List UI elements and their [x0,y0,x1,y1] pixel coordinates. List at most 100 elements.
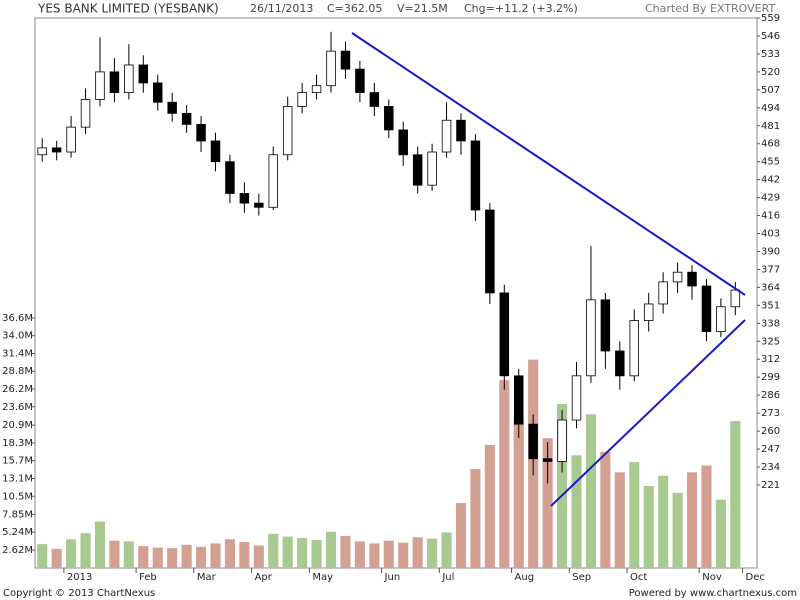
y-tick-label: 364 [761,282,780,293]
volume-tick-label: 18.3M [2,438,33,449]
candle-body [687,271,697,287]
volume-bar [138,546,149,568]
candle-body [557,419,567,462]
x-tick-label: Nov [702,572,722,583]
candle-body [138,64,149,84]
y-tick-label: 403 [761,229,780,240]
y-tick-label: 455 [761,157,780,168]
candle-body [701,285,712,333]
volume-bar [369,543,380,568]
credit: Charted By EXTROVERT [645,2,775,15]
candle-body [196,123,206,142]
y-tick-label: 481 [761,121,780,132]
y-tick-label: 494 [761,103,780,114]
candle-body [268,154,278,208]
candle-body [716,306,726,333]
volume-bar [686,472,698,568]
y-tick-label: 325 [761,336,780,347]
y-tick-label: 416 [761,211,780,222]
volume-bar [152,547,163,568]
candle-body [153,82,163,103]
volume-tick-label: 26.2M [2,384,33,395]
volume-bar [412,537,423,568]
candle-body [730,289,741,308]
volume-bar [383,540,394,568]
volume-bar [253,545,264,568]
volume: V=21.5M [397,2,448,15]
volume-bar [109,540,120,568]
candle-body [514,375,524,425]
x-tick-label: Aug [515,572,535,583]
volume-bar [325,531,337,568]
candle-body [340,50,351,70]
volume-bar [513,417,524,568]
volume-bar [701,465,712,568]
candle-body [499,292,510,377]
candle-body [239,193,250,204]
volume-bar [614,472,625,568]
y-tick-label: 273 [761,408,780,419]
y-tick-label: 221 [761,480,780,491]
candle-body [528,423,538,460]
candle-body [326,50,336,87]
y-tick-label: 260 [761,426,780,437]
x-tick-label: Jul [441,572,454,583]
candle-body [282,106,293,156]
candle-body [398,129,408,156]
candle-body [369,92,380,107]
change: Chg=+11.2 (+3.2%) [464,2,578,15]
candle-body [412,154,423,186]
y-tick-label: 286 [761,390,780,401]
candle-body [441,119,452,153]
volume-tick-label: 7.85M [2,509,33,520]
candle-body [124,64,134,94]
volume-tick-label: 20.9M [2,420,33,431]
candle-body [51,147,62,153]
volume-bar [715,499,726,568]
candle-body [297,92,307,107]
candle-body [485,209,495,294]
y-tick-label: 299 [761,372,780,383]
x-tick-label: Jun [384,572,401,583]
volume-bar [311,539,322,568]
candle-body [542,458,553,462]
y-tick-label: 507 [761,85,780,96]
volume-bar [354,541,365,568]
x-tick-label: Apr [255,572,273,583]
close: C=362.05 [327,2,382,15]
candle-body [384,106,394,131]
volume-bar [600,451,611,568]
volume-bar [499,380,510,568]
candle-body [586,299,596,377]
candle-body [210,140,221,163]
y-tick-label: 533 [761,49,780,60]
y-tick-label: 429 [761,193,780,204]
volume-bar [268,533,279,568]
candle-body [658,281,668,305]
volume-bar [484,445,495,568]
volume-tick-label: 5.24M [2,527,33,538]
volume-bar [80,533,91,568]
y-tick-label: 351 [761,300,780,311]
powered-by: Powered by www.chartnexus.com [629,588,797,599]
candle-body [311,85,322,94]
y-tick-label: 546 [761,31,780,42]
x-tick-label: Sep [572,572,591,583]
candle-body [427,151,437,186]
volume-bar [571,455,582,568]
candle-body [109,71,120,94]
trend-line [351,32,746,296]
volume-bar [470,468,481,568]
y-tick-label: 234 [761,462,780,473]
volume-bar [94,521,106,568]
candle-body [66,126,76,153]
y-tick-label: 377 [761,264,780,275]
x-tick-label: Mar [197,572,217,583]
volume-bar [441,532,452,568]
date: 26/11/2013 [250,2,313,15]
volume-bar [239,542,250,568]
volume-bar [66,539,77,568]
candle-body [95,71,105,100]
y-tick-label: 338 [761,318,780,329]
